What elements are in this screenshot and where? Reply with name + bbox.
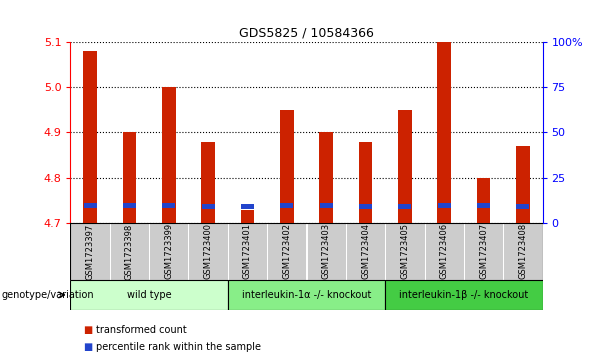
Text: interleukin-1β -/- knockout: interleukin-1β -/- knockout	[399, 290, 528, 300]
Text: GSM1723406: GSM1723406	[440, 223, 449, 280]
Bar	[83, 51, 97, 223]
Bar	[149, 223, 189, 280]
Bar	[306, 223, 346, 280]
Bar	[123, 203, 136, 208]
Bar	[83, 203, 97, 208]
Bar	[385, 280, 543, 310]
Text: GSM1723408: GSM1723408	[519, 223, 527, 280]
Bar	[241, 209, 254, 223]
Text: ■: ■	[83, 342, 92, 352]
Text: GSM1723400: GSM1723400	[204, 223, 213, 280]
Text: GSM1723407: GSM1723407	[479, 223, 488, 280]
Bar	[359, 142, 372, 223]
Text: wild type: wild type	[127, 290, 172, 300]
Bar	[280, 203, 294, 208]
Bar	[162, 87, 176, 223]
Text: GSM1723403: GSM1723403	[322, 223, 330, 280]
Bar	[162, 203, 175, 208]
Bar	[464, 223, 503, 280]
Bar	[319, 203, 333, 208]
Bar	[123, 132, 136, 223]
Bar	[477, 178, 490, 223]
Bar	[516, 146, 530, 223]
Bar	[202, 204, 215, 209]
Bar	[280, 110, 294, 223]
Text: genotype/variation: genotype/variation	[2, 290, 94, 300]
Text: GSM1723401: GSM1723401	[243, 223, 252, 280]
Text: GSM1723398: GSM1723398	[125, 223, 134, 280]
Bar	[437, 42, 451, 223]
Text: interleukin-1α -/- knockout: interleukin-1α -/- knockout	[242, 290, 371, 300]
Text: GSM1723397: GSM1723397	[86, 223, 94, 280]
Text: transformed count: transformed count	[96, 325, 187, 335]
Bar	[438, 203, 451, 208]
Bar	[70, 223, 110, 280]
Bar	[228, 223, 267, 280]
Text: GSM1723405: GSM1723405	[400, 223, 409, 280]
Bar	[319, 132, 333, 223]
Text: percentile rank within the sample: percentile rank within the sample	[96, 342, 261, 352]
Bar	[516, 204, 530, 209]
Text: GSM1723399: GSM1723399	[164, 223, 173, 280]
Bar	[359, 204, 372, 209]
Bar	[241, 204, 254, 209]
Title: GDS5825 / 10584366: GDS5825 / 10584366	[239, 26, 374, 39]
Bar	[424, 223, 464, 280]
Bar	[228, 280, 385, 310]
Text: GSM1723402: GSM1723402	[283, 223, 291, 280]
Text: ■: ■	[83, 325, 92, 335]
Bar	[70, 280, 228, 310]
Text: GSM1723404: GSM1723404	[361, 223, 370, 280]
Bar	[398, 204, 411, 209]
Bar	[189, 223, 228, 280]
Bar	[267, 223, 306, 280]
Bar	[503, 223, 543, 280]
Bar	[477, 203, 490, 208]
Bar	[110, 223, 149, 280]
Bar	[346, 223, 385, 280]
Bar	[385, 223, 424, 280]
Bar	[201, 142, 215, 223]
Bar	[398, 110, 412, 223]
